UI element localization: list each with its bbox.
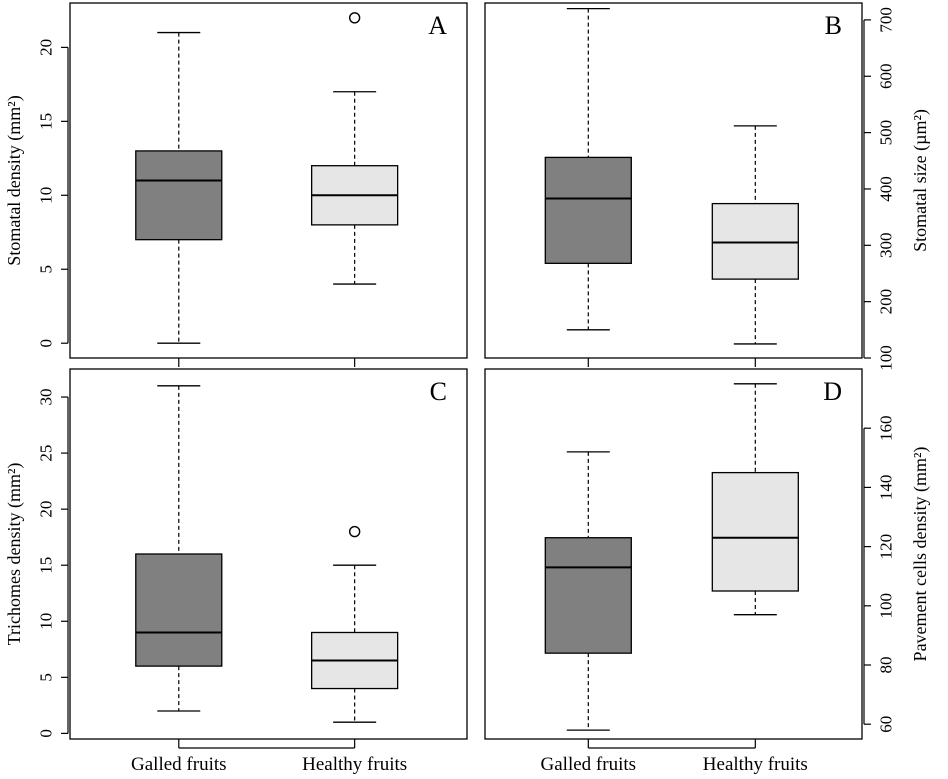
box-galled bbox=[135, 31, 223, 344]
panel-label: A bbox=[428, 11, 447, 40]
outlier-point bbox=[348, 525, 361, 538]
iqr-box bbox=[135, 553, 223, 667]
outlier-point bbox=[348, 12, 361, 24]
y-tick-label: 15 bbox=[37, 113, 56, 130]
iqr-box bbox=[544, 537, 632, 654]
box-galled bbox=[135, 385, 223, 712]
y-tick-label: 15 bbox=[37, 557, 56, 574]
box-healthy bbox=[310, 525, 399, 723]
y-tick-label: 20 bbox=[37, 39, 56, 56]
plot-frame bbox=[484, 368, 863, 740]
y-tick-label: 10 bbox=[37, 613, 56, 630]
y-tick-label: 100 bbox=[877, 345, 896, 371]
plot-frame bbox=[484, 2, 863, 359]
y-tick-label: 100 bbox=[877, 593, 896, 619]
panel-label: B bbox=[825, 11, 842, 40]
y-tick-label: 0 bbox=[37, 729, 56, 738]
iqr-box bbox=[135, 150, 223, 241]
box-healthy bbox=[711, 383, 799, 616]
y-axis-title: Trichomes density (mm²) bbox=[4, 463, 25, 646]
y-tick-label: 200 bbox=[877, 289, 896, 315]
iqr-box bbox=[544, 156, 632, 264]
panel-B: 100 200 300 400 500 600 700 Stomatal size (µm²)… bbox=[484, 2, 931, 371]
panel-D: 60 80 100 120 140 160 Pavement cells density (… bbox=[484, 368, 931, 775]
y-tick-label: 20 bbox=[37, 501, 56, 518]
y-axis-title: Pavement cells density (mm²) bbox=[910, 447, 931, 662]
box-healthy bbox=[711, 125, 799, 345]
y-tick-label: 10 bbox=[37, 187, 56, 204]
box-galled bbox=[544, 7, 632, 331]
y-tick-label: 30 bbox=[37, 389, 56, 406]
x-category-label: Healthy fruits bbox=[302, 754, 407, 775]
y-axis-title: Stomatal density (mm²) bbox=[4, 95, 25, 265]
y-tick-label: 160 bbox=[877, 415, 896, 441]
plot-frame bbox=[69, 2, 468, 359]
panel-label: D bbox=[823, 377, 842, 406]
y-tick-label: 300 bbox=[877, 233, 896, 258]
box-galled bbox=[544, 451, 632, 731]
iqr-box bbox=[711, 471, 799, 592]
y-tick-label: 120 bbox=[877, 534, 896, 560]
x-category-label: Healthy fruits bbox=[703, 754, 808, 775]
iqr-box bbox=[711, 202, 799, 280]
y-tick-label: 500 bbox=[877, 120, 896, 146]
x-category-label: Galled fruits bbox=[131, 754, 227, 775]
y-tick-label: 60 bbox=[877, 716, 896, 733]
panel-label: C bbox=[430, 377, 447, 406]
plot-frame bbox=[69, 368, 468, 740]
y-tick-label: 600 bbox=[877, 64, 896, 90]
y-tick-label: 0 bbox=[37, 339, 56, 348]
y-tick-label: 700 bbox=[877, 7, 896, 33]
panel-A: 0 5 10 15 20 Stomatal density (mm²) A bbox=[4, 2, 468, 367]
x-category-label: Galled fruits bbox=[541, 754, 637, 775]
y-tick-label: 400 bbox=[877, 176, 896, 202]
panel-C: 0 5 10 15 20 25 30 Trichomes density (mm²) C Gall… bbox=[4, 368, 468, 775]
y-tick-label: 80 bbox=[877, 657, 896, 674]
box-healthy bbox=[310, 12, 399, 285]
y-tick-label: 140 bbox=[877, 475, 896, 501]
y-tick-label: 5 bbox=[37, 265, 56, 274]
y-tick-label: 5 bbox=[37, 673, 56, 682]
y-axis-title: Stomatal size (µm²) bbox=[910, 109, 931, 252]
y-tick-label: 25 bbox=[37, 445, 56, 462]
